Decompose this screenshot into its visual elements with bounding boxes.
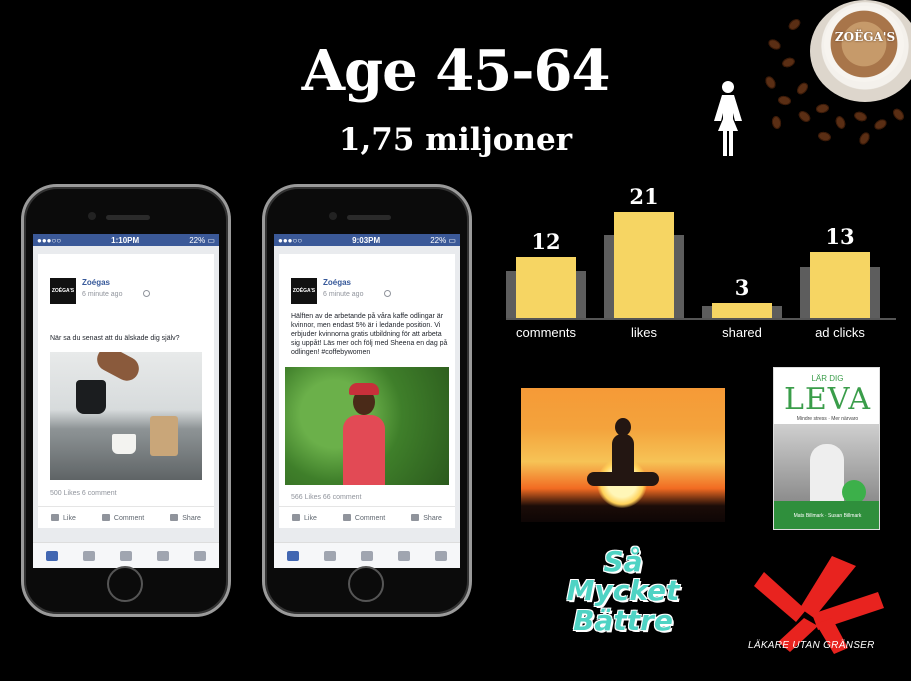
woman-icon [714,81,742,156]
bar-category-label: comments [516,325,576,340]
bar-ad-clicks [810,252,870,318]
post-image-coffee[interactable] [50,352,202,480]
bar-category-label: likes [630,325,657,340]
msf-logo [754,556,884,654]
post-image-farmer[interactable] [285,367,449,485]
menu-icon[interactable] [435,550,448,561]
status-bar: ●●●○○ 9:03PM 22% ▭ [274,234,460,246]
messages-icon[interactable] [119,550,132,561]
page-avatar[interactable]: ZOÉGA'S [291,278,317,304]
friends-icon[interactable] [323,550,336,561]
like-icon [292,513,301,521]
post-actions: Like Comment Share [38,506,214,528]
comment-icon [342,513,351,521]
bar-comments [516,257,576,318]
facebook-screen-1: ●●●○○ 1:10PM 22% ▭ ZOÉGA'S Zoégas 6 minu… [33,234,219,568]
tab-bar [33,542,219,568]
book-author: Mats Billmark · Susan Billmark [793,513,862,519]
facebook-post-1: ZOÉGA'S Zoégas 6 minute ago När sa du se… [38,254,214,528]
page-name[interactable]: Zoégas [323,278,352,287]
home-button[interactable] [107,566,143,602]
post-time: 6 minute ago [82,291,123,298]
status-time: 9:03PM [352,235,381,245]
home-button[interactable] [348,566,384,602]
page-name[interactable]: Zoégas [82,278,111,287]
globe-icon [384,290,391,297]
msf-text: LÄKARE UTAN GRÄNSER [748,640,875,651]
status-bar: ●●●○○ 1:10PM 22% ▭ [33,234,219,246]
bar-likes [614,212,674,318]
post-time: 6 minute ago [323,291,364,298]
facebook-post-2: ZOÉGA'S Zoégas 6 minute ago Hälften av d… [279,254,455,528]
menu-icon[interactable] [194,550,207,561]
comment-button[interactable]: Comment [101,513,144,522]
page-avatar[interactable]: ZOÉGA'S [50,278,76,304]
bar-category-label: ad clicks [815,325,865,340]
bar-shared [712,302,772,318]
slide-subtitle: 1,75 miljoner [338,122,573,158]
globe-icon [143,290,150,297]
post-stats[interactable]: 566 Likes 66 comment [291,494,362,501]
book-top-text: LÄR DIG [811,374,844,383]
like-button[interactable]: Like [51,513,76,522]
tab-bar [274,542,460,568]
book-subtitle: Mindre stress · Mer närvaro [796,416,859,422]
yoga-sunset-image [521,388,725,522]
bar-value-label: 12 [531,229,561,255]
news-feed-icon[interactable] [45,550,58,561]
engagement-bar-chart: 12 comments 21 likes 3 shared 13 ad clicks [506,180,896,350]
status-time: 1:10PM [111,235,140,245]
facebook-screen-2: ●●●○○ 9:03PM 22% ▭ ZOÉGA'S Zoégas 6 minu… [274,234,460,568]
news-feed-icon[interactable] [286,550,299,561]
bar-category-label: shared [722,325,762,340]
post-text: Hälften av de arbetande på våra kaffe od… [291,313,448,356]
like-icon [51,513,60,521]
slide-title: Age 45-64 [301,38,611,104]
globe-icon[interactable] [157,550,170,561]
book-title: LEVA [783,382,872,417]
sa-mycket-battre-logo: Så Mycket Bättre [566,545,680,637]
post-stats[interactable]: 500 Likes 6 comment [50,490,117,497]
share-icon [170,513,179,521]
chart-baseline [506,318,896,320]
share-button[interactable]: Share [411,513,442,522]
post-actions: Like Comment Share [279,506,455,528]
book-cover-lar-dig-leva: LÄR DIG LEVA Mindre stress · Mer närvaro… [773,367,880,530]
bar-value-label: 13 [825,224,855,250]
like-button[interactable]: Like [292,513,317,522]
coffee-cup-image: ZOËGA'S [758,0,911,150]
messages-icon[interactable] [360,550,373,561]
share-button[interactable]: Share [170,513,201,522]
phone-mockup-2: ●●●○○ 9:03PM 22% ▭ ZOÉGA'S Zoégas 6 minu… [262,184,472,617]
phone-mockup-1: ●●●○○ 1:10PM 22% ▭ ZOÉGA'S Zoégas 6 minu… [21,184,231,617]
bar-value-label: 21 [629,184,659,209]
post-text: När sa du senast att du älskade dig själ… [50,335,180,342]
share-icon [411,513,420,521]
comment-icon [101,513,110,521]
friends-icon[interactable] [82,550,95,561]
globe-icon[interactable] [398,550,411,561]
bar-value-label: 3 [734,274,750,300]
zoegas-logo: ZOËGA'S [834,30,896,44]
comment-button[interactable]: Comment [342,513,385,522]
